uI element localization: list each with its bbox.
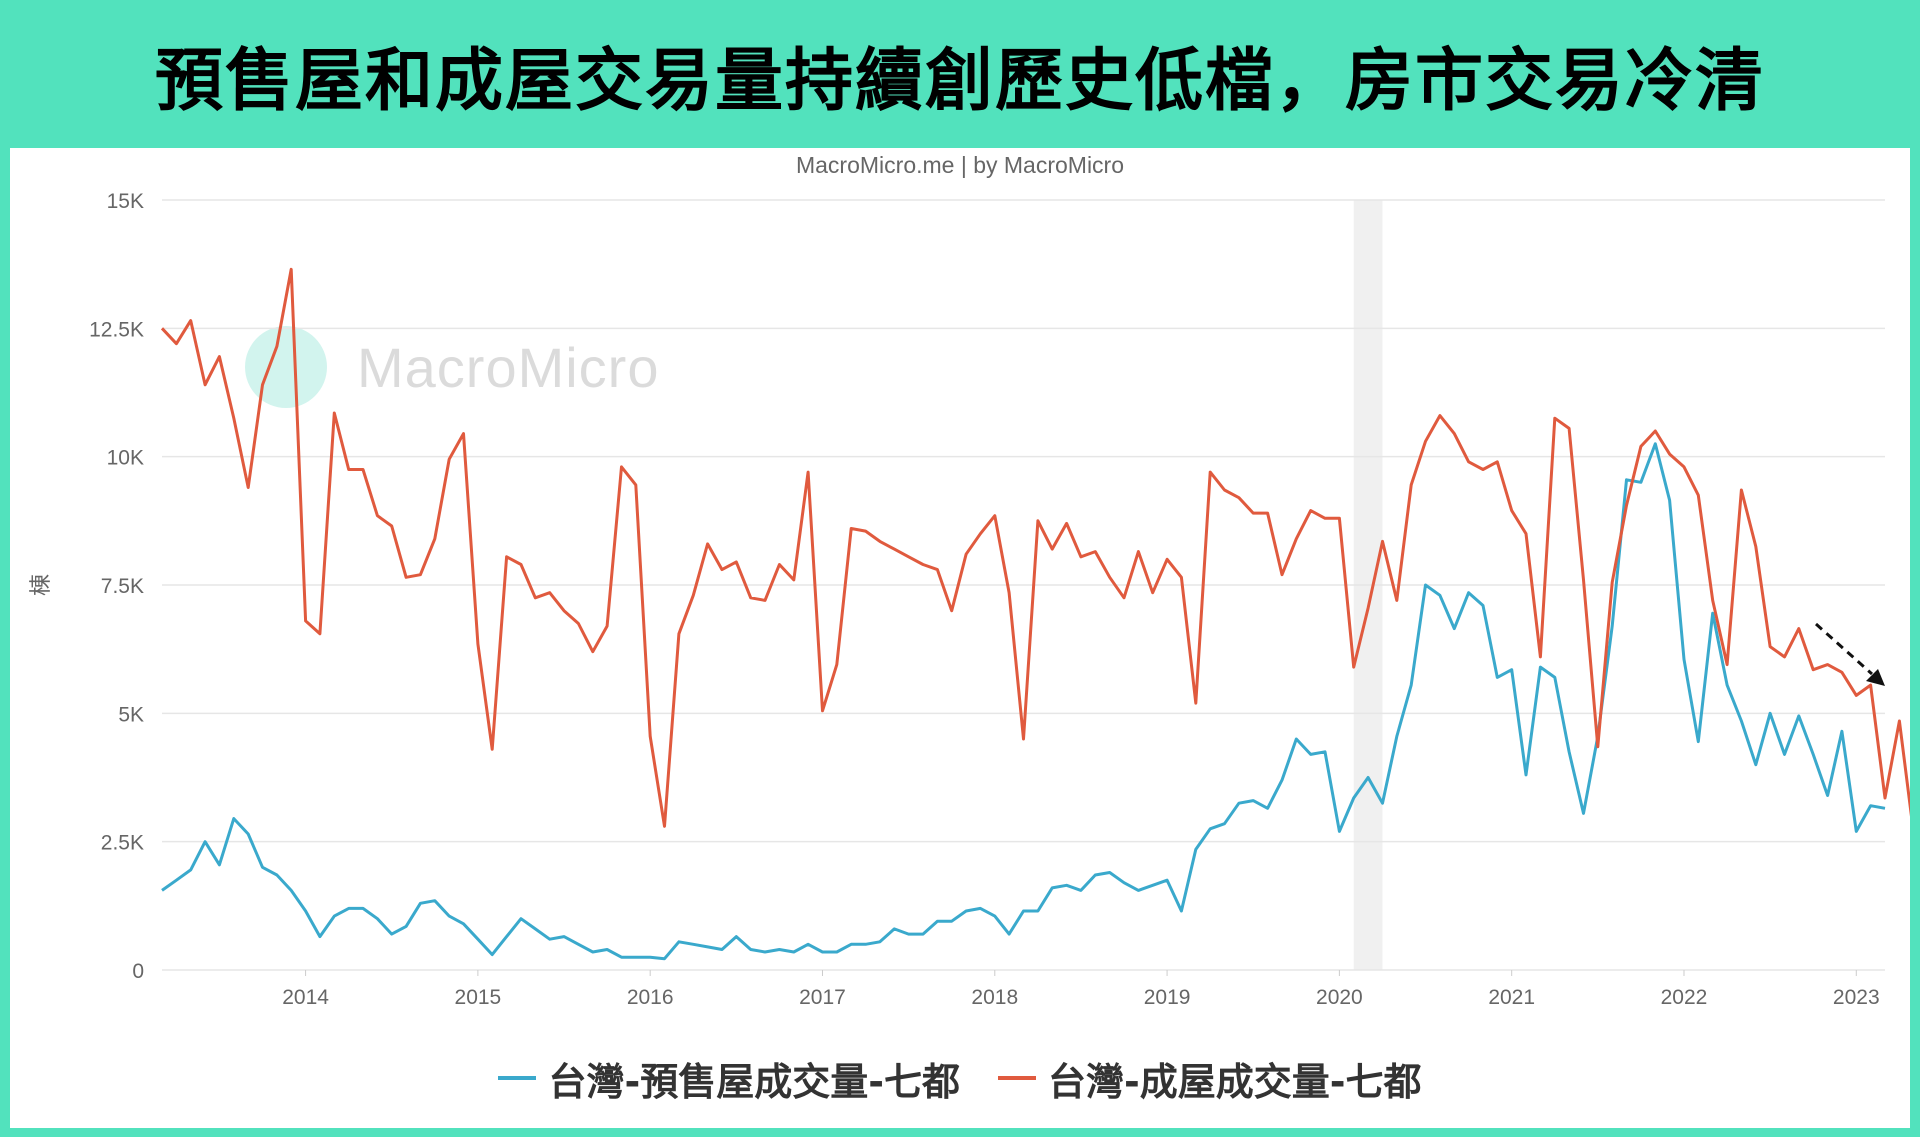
y-tick-label: 5K	[118, 703, 144, 726]
banner: 預售屋和成屋交易量持續創歷史低檔，房市交易冷清	[0, 0, 1920, 148]
y-tick-label: 10K	[107, 447, 144, 470]
chart-card: MacroMicro.me | by MacroMicro MacroMicro…	[10, 148, 1910, 1128]
y-axis-label: 棟	[29, 574, 54, 596]
line-chart: 0 2.5K 5K 7.5K 10K 12.5K 15K 棟 2014 2015 2016 2017 2…	[29, 190, 1910, 1009]
x-tick-label: 2019	[1144, 986, 1191, 1009]
x-tick-label: 2021	[1488, 986, 1535, 1009]
banner-title: 預售屋和成屋交易量持續創歷史低檔，房市交易冷清	[154, 41, 1765, 121]
x-tick-label: 2023	[1833, 986, 1880, 1009]
trend-arrow-line	[1815, 622, 1873, 676]
x-tick-label: 2022	[1661, 986, 1708, 1009]
series-line-presale	[161, 442, 1886, 961]
x-tick-label: 2016	[627, 986, 674, 1009]
y-tick-label: 0	[132, 960, 144, 983]
legend-label-existing: 台灣-成屋成交量-七都	[1048, 1059, 1422, 1104]
x-tick-label: 2020	[1316, 986, 1363, 1009]
x-tick-label: 2017	[799, 986, 846, 1009]
y-tick-label: 12.5K	[89, 318, 144, 341]
legend-swatch-presale	[498, 1076, 537, 1080]
x-tick-label: 2018	[971, 986, 1018, 1009]
legend-label-presale: 台灣-預售屋成交量-七都	[548, 1059, 960, 1104]
legend-swatch-existing	[998, 1076, 1036, 1080]
y-tick-label: 7.5K	[101, 575, 144, 598]
source-credit: MacroMicro.me | by MacroMicro	[795, 152, 1125, 178]
legend-item-presale[interactable]: 台灣-預售屋成交量-七都	[498, 1051, 960, 1106]
y-tick-label: 2.5K	[101, 832, 144, 855]
y-tick-label: 15K	[107, 190, 144, 213]
series-line-existing	[160, 267, 1910, 828]
legend: 台灣-預售屋成交量-七都 台灣-成屋成交量-七都	[10, 1048, 1910, 1108]
x-tick-label: 2014	[282, 986, 329, 1009]
trend-arrow-head-icon	[1866, 669, 1885, 686]
x-tick-label: 2015	[455, 986, 502, 1009]
legend-item-existing[interactable]: 台灣-成屋成交量-七都	[998, 1051, 1422, 1106]
